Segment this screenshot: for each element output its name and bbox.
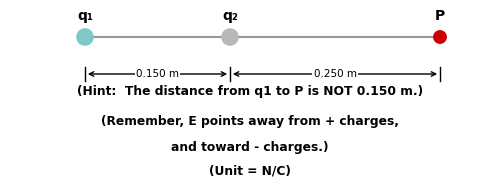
Text: (Hint:  The distance from q1 to P is NOT 0.150 m.): (Hint: The distance from q1 to P is NOT … <box>77 85 423 98</box>
Text: (Unit = N/C): (Unit = N/C) <box>209 165 291 178</box>
Text: and toward - charges.): and toward - charges.) <box>171 141 329 154</box>
Text: q₁: q₁ <box>77 9 93 23</box>
Point <box>226 36 234 38</box>
Text: P: P <box>435 9 445 23</box>
Point <box>81 36 89 38</box>
Text: 0.250 m: 0.250 m <box>314 69 356 79</box>
Text: q₂: q₂ <box>222 9 238 23</box>
Text: (Remember, E points away from + charges,: (Remember, E points away from + charges, <box>101 115 399 128</box>
Point <box>436 36 444 38</box>
Text: 0.150 m: 0.150 m <box>136 69 179 79</box>
